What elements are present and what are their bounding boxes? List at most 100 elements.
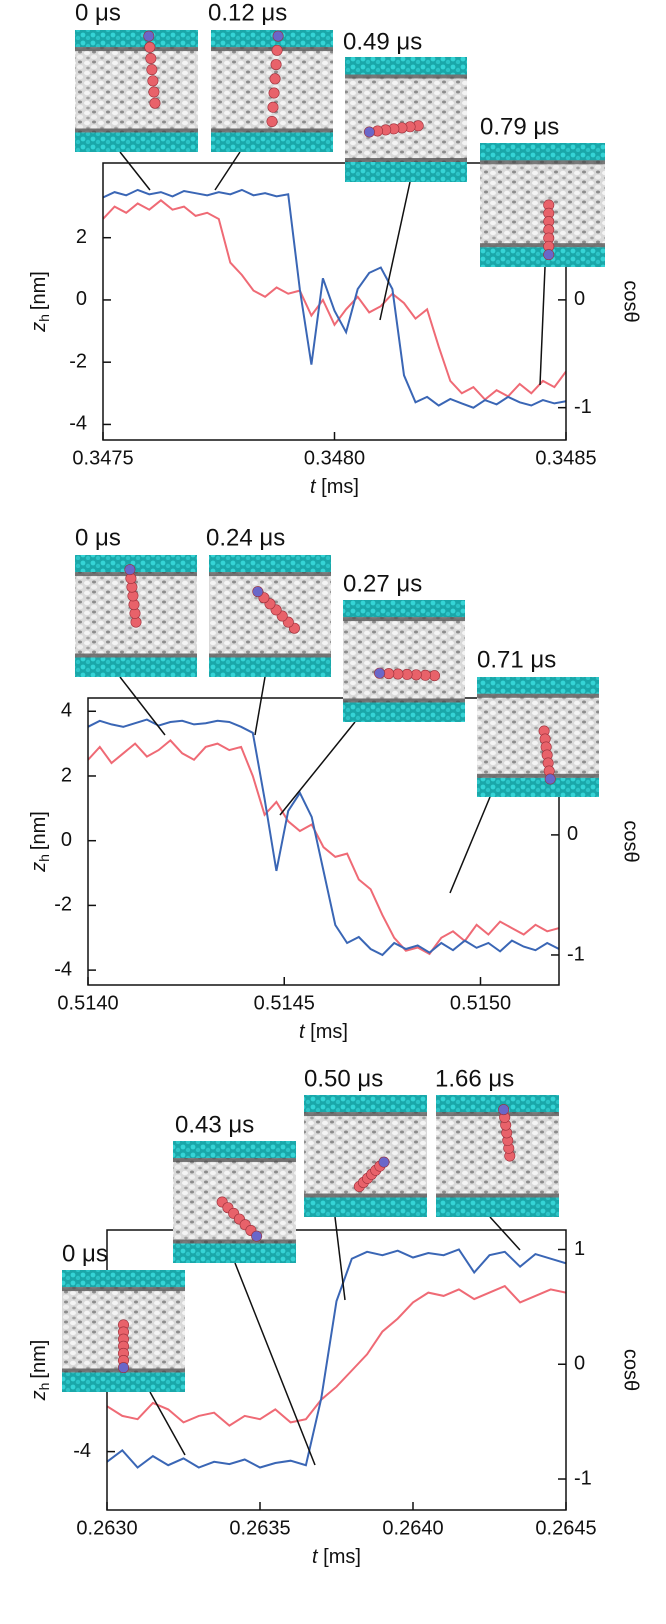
- snapshot: [209, 555, 331, 677]
- head-top: [62, 1287, 185, 1292]
- x-tick-label: 0.2640: [382, 1517, 443, 1539]
- chain-head: [543, 249, 555, 261]
- chain-bead: [270, 59, 282, 71]
- water-bottom: [75, 657, 197, 677]
- chain-bead: [410, 669, 422, 681]
- water-bottom: [304, 1197, 427, 1217]
- head-top: [75, 572, 197, 577]
- head-top: [477, 693, 599, 698]
- snapshot-time-label: 0.43 μs: [175, 1111, 254, 1138]
- chain-bead: [428, 670, 440, 682]
- connector: [449, 796, 491, 894]
- chain-bead: [267, 101, 279, 113]
- chain-bead: [269, 73, 281, 85]
- connector: [119, 676, 166, 736]
- x-label-unit: [ms]: [321, 476, 359, 498]
- water-bottom: [345, 162, 467, 182]
- data-line: [107, 1284, 566, 1427]
- data-line: [103, 199, 566, 401]
- connector: [149, 1391, 186, 1456]
- y-label-unit: [nm]: [28, 1340, 50, 1379]
- connector: [254, 676, 266, 736]
- chain-head: [544, 773, 556, 785]
- y2-tick-label: 0: [567, 823, 578, 845]
- y-label-subscript: h: [36, 854, 52, 862]
- connector: [279, 721, 356, 816]
- y-label-unit: [nm]: [28, 271, 50, 310]
- y-tick-label: 4: [61, 700, 72, 722]
- snapshot-time-label: 0.71 μs: [477, 646, 556, 673]
- connector: [489, 1216, 521, 1251]
- x-label-symbol: t: [312, 1546, 319, 1568]
- chain-head: [118, 1362, 130, 1374]
- chain-bead: [392, 668, 404, 680]
- chain-bead: [145, 52, 157, 64]
- y-axis-label: zh [nm]: [28, 1340, 51, 1402]
- x-label-unit: [ms]: [310, 1021, 348, 1043]
- head-bottom: [75, 128, 198, 133]
- snapshot-time-label: 0.27 μs: [343, 570, 422, 597]
- y2-tick-label: 0: [574, 1353, 585, 1375]
- head-bottom: [211, 128, 333, 133]
- y-tick-label: 0: [76, 288, 87, 310]
- head-bottom: [173, 1239, 296, 1244]
- x-tick-label: 0.3480: [304, 447, 365, 469]
- y-tick-label: -4: [69, 413, 87, 435]
- x-axis-label: t [ms]: [312, 1546, 361, 1568]
- water-top: [75, 555, 197, 573]
- y2-axis-label: cosθ: [620, 820, 642, 862]
- chain-bead: [419, 669, 431, 681]
- chain-bead: [383, 668, 395, 680]
- x-axis-label: t [ms]: [299, 1021, 348, 1043]
- water-top: [304, 1095, 427, 1113]
- water-bottom: [436, 1197, 559, 1217]
- x-label-symbol: t: [299, 1021, 306, 1043]
- head-bottom: [477, 773, 599, 778]
- x-tick-label: 0.2645: [535, 1517, 596, 1539]
- y-label-subscript: h: [36, 314, 52, 322]
- head-top: [209, 572, 331, 577]
- y2-tick-label: 1: [574, 1238, 585, 1260]
- snapshot: [343, 600, 465, 722]
- head-top: [304, 1112, 427, 1117]
- water-bottom: [211, 132, 333, 152]
- snapshot-time-label: 0.50 μs: [304, 1065, 383, 1092]
- snapshot: [75, 555, 197, 677]
- head-bottom: [343, 698, 465, 703]
- y2-axis-label: cosθ: [620, 280, 642, 322]
- head-bottom: [75, 653, 197, 658]
- head-top: [343, 617, 465, 622]
- snapshot-time-label: 0.49 μs: [343, 28, 422, 55]
- y-axis-label: zh [nm]: [28, 811, 51, 873]
- water-top: [62, 1270, 185, 1288]
- snapshot-time-label: 0.12 μs: [208, 0, 287, 26]
- connector: [214, 151, 241, 191]
- y2-tick-label: -1: [574, 1467, 592, 1489]
- chain-bead: [401, 668, 413, 680]
- y-tick-label: 2: [76, 226, 87, 248]
- head-top: [345, 74, 467, 79]
- chain-head: [252, 586, 264, 598]
- x-tick-label: 0.5140: [57, 992, 118, 1014]
- snapshot: [304, 1095, 427, 1217]
- x-label-symbol: t: [310, 476, 317, 498]
- snapshot: [345, 57, 467, 182]
- chain-head: [378, 1156, 390, 1168]
- water-bottom: [477, 777, 599, 797]
- data-line: [88, 739, 559, 956]
- chain-head: [272, 30, 284, 42]
- head-top: [75, 47, 198, 52]
- water-top: [209, 555, 331, 573]
- y-tick-label: 0: [61, 829, 72, 851]
- y-label-unit: [nm]: [28, 811, 50, 850]
- water-bottom: [62, 1372, 185, 1392]
- water-bottom: [480, 247, 605, 267]
- connector: [234, 1262, 316, 1466]
- x-label-unit: [ms]: [323, 1546, 361, 1568]
- chain-bead: [148, 86, 160, 98]
- chain-head: [251, 1230, 263, 1242]
- snapshot-time-label: 0 μs: [75, 524, 121, 551]
- water-bottom: [209, 657, 331, 677]
- y2-axis-label: cosθ: [620, 1349, 642, 1391]
- y-tick-label: -4: [73, 1440, 91, 1462]
